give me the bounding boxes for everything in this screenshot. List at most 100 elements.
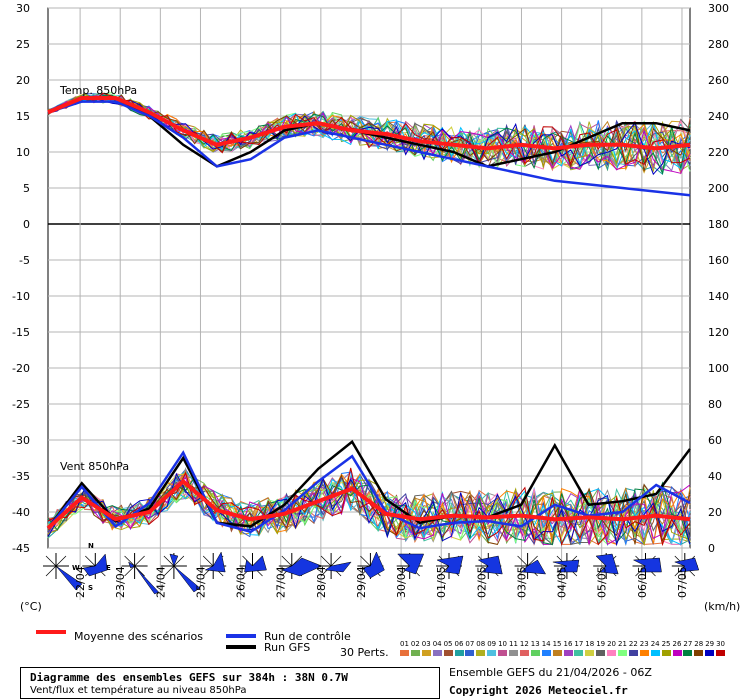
perts-legend-label: 30 Perts. — [340, 646, 389, 659]
pert-color-box — [530, 650, 540, 656]
pert-number: 05 — [443, 640, 453, 648]
left-tick-label: 0 — [23, 218, 30, 231]
right-tick-label: 160 — [708, 254, 729, 267]
left-tick-label: -5 — [19, 254, 30, 267]
right-tick-label: 300 — [708, 2, 729, 15]
copyright: Copyright 2026 Meteociel.fr — [449, 684, 628, 697]
main-series — [46, 96, 691, 534]
temp-pert-line — [47, 92, 691, 166]
pert-number: 11 — [509, 640, 518, 648]
rose-label-w: W — [72, 564, 80, 572]
temp-control-line — [47, 100, 691, 197]
right-tick-label: 220 — [708, 146, 729, 159]
right-tick-label: 180 — [708, 218, 729, 231]
wind-rose — [436, 555, 464, 575]
right-axis-unit: (km/h) — [704, 600, 740, 613]
wind-control-line — [47, 450, 691, 534]
pert-color-box — [694, 650, 704, 656]
right-tick-label: 120 — [708, 326, 729, 339]
pert-number: 21 — [618, 640, 627, 648]
wind-rose — [324, 561, 352, 573]
left-tick-label: -40 — [12, 506, 30, 519]
axes: 30 25 20 15 10 5 0 -5 -10 -15 -20 -25 -30 -35 -40 -45 30… — [12, 2, 729, 598]
date-tick-label: 02/05 — [475, 566, 488, 598]
left-tick-label: 15 — [16, 110, 30, 123]
pert-color-box — [574, 650, 584, 656]
pert-color-box — [443, 650, 453, 656]
gfs-swatch — [226, 645, 256, 649]
pert-number: 24 — [650, 640, 660, 648]
info-title: Diagramme des ensembles GEFS sur 384h : … — [30, 671, 348, 684]
right-tick-label: 0 — [708, 542, 715, 555]
mean-legend-label: Moyenne des scénarios — [74, 630, 203, 643]
pert-number: 14 — [541, 640, 551, 648]
left-tick-label: 10 — [16, 146, 30, 159]
left-tick-label: 5 — [23, 182, 30, 195]
pert-number: 16 — [563, 640, 573, 648]
control-legend-label: Run de contrôle — [264, 630, 351, 643]
wind-rose — [82, 553, 108, 577]
right-tick-label: 200 — [708, 182, 729, 195]
info-subtitle: Vent/flux et température au niveau 850hP… — [30, 685, 247, 696]
left-tick-label: -20 — [12, 362, 30, 375]
grid — [47, 7, 691, 600]
pert-color-box — [705, 650, 715, 656]
wind-rose — [169, 553, 201, 593]
wind-rose — [204, 551, 226, 573]
pert-color-box — [454, 650, 464, 656]
date-tick-label: 24/04 — [154, 566, 167, 598]
date-tick-label: 27/04 — [275, 566, 288, 598]
pert-color-box — [487, 650, 497, 656]
right-tick-label: 40 — [708, 470, 722, 483]
left-tick-label: -45 — [12, 542, 30, 555]
date-tick-label: 29/04 — [355, 566, 368, 598]
temp-mean-line — [47, 96, 691, 151]
left-tick-label: -30 — [12, 434, 30, 447]
right-tick-label: 80 — [708, 398, 722, 411]
info-box: Diagramme des ensembles GEFS sur 384h : … — [20, 667, 440, 699]
wind-mean-line — [46, 478, 691, 530]
plot-frame — [47, 7, 691, 549]
date-tick-label: 07/05 — [676, 566, 689, 598]
pert-number: 25 — [661, 640, 671, 648]
right-tick-label: 60 — [708, 434, 722, 447]
pert-color-box — [661, 650, 671, 656]
pert-number: 18 — [585, 640, 595, 648]
right-tick-label: 20 — [708, 506, 722, 519]
wind-rose — [281, 557, 323, 577]
wind-rose — [244, 555, 267, 573]
right-tick-label: 260 — [708, 74, 729, 87]
left-tick-label: -25 — [12, 398, 30, 411]
pert-color-box — [541, 650, 551, 656]
pert-number: 15 — [552, 640, 562, 648]
pert-number: 28 — [694, 640, 704, 648]
pert-number: 26 — [672, 640, 682, 648]
rose-label-e: E — [106, 564, 111, 572]
pert-color-box — [639, 650, 649, 656]
left-tick-label: 25 — [16, 38, 30, 51]
right-tick-label: 280 — [708, 38, 729, 51]
control-swatch — [226, 634, 256, 638]
pert-color-box — [465, 650, 475, 656]
right-tick-label: 140 — [708, 290, 729, 303]
pert-color-box — [628, 650, 638, 656]
wind-rose — [361, 551, 385, 579]
pert-number: 04 — [432, 640, 442, 648]
wind-rose — [397, 553, 425, 575]
left-tick-label: -10 — [12, 290, 30, 303]
wind-rose — [632, 557, 662, 573]
wind-roses: W E N S — [43, 542, 700, 595]
temp-pert-line — [47, 94, 691, 172]
pert-color-box — [476, 650, 486, 656]
pert-number: 27 — [683, 640, 693, 648]
pert-number: 02 — [410, 640, 420, 648]
pert-number: 10 — [498, 640, 508, 648]
pert-number: 17 — [574, 640, 584, 648]
pert-color-box — [400, 650, 409, 656]
pert-color-box — [716, 650, 726, 656]
wind-rose — [552, 559, 580, 573]
date-tick-label: 30/04 — [395, 566, 408, 598]
pert-color-box — [410, 650, 420, 656]
wind-gfs-line — [47, 439, 691, 529]
pert-color-box — [585, 650, 595, 656]
